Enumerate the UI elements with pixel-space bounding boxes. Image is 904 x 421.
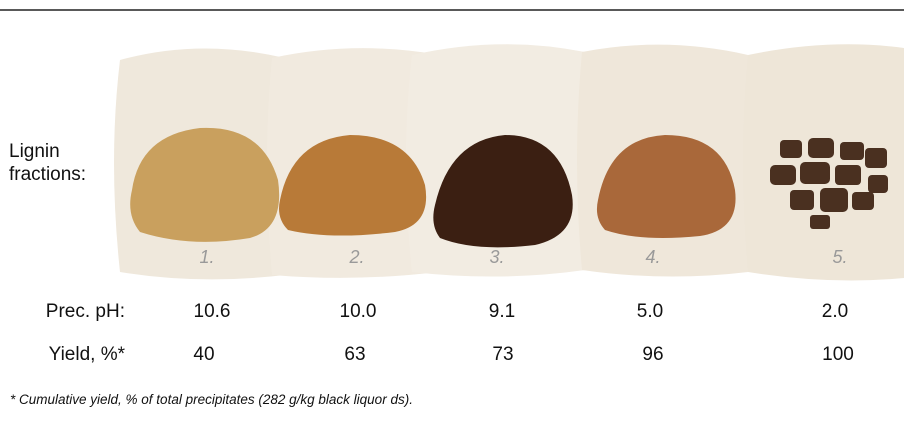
yield-value: 96: [642, 344, 664, 365]
ph-value: 5.0: [636, 301, 664, 322]
lignin-samples: [130, 127, 888, 248]
ph-value: 10.6: [193, 301, 231, 322]
fraction-number: 3.: [489, 247, 505, 267]
fraction-number: 1.: [199, 247, 215, 267]
ph-value: 10.0: [339, 301, 377, 322]
row-label: Prec. pH:: [45, 301, 125, 322]
row-label: Yield, %*: [48, 344, 125, 365]
yield-value: 63: [344, 344, 366, 365]
yield-value: 100: [822, 344, 854, 365]
side-label: Lignin fractions:: [9, 141, 87, 185]
ph-value: 9.1: [488, 301, 516, 322]
yield-value: 40: [193, 344, 215, 365]
yield-value: 73: [492, 344, 514, 365]
fraction-number: 4.: [645, 247, 661, 267]
footnote: * Cumulative yield, % of total precipita…: [10, 392, 413, 407]
fraction-number: 5.: [832, 247, 848, 267]
ph-value: 2.0: [821, 301, 849, 322]
fraction-number: 2.: [349, 247, 365, 267]
